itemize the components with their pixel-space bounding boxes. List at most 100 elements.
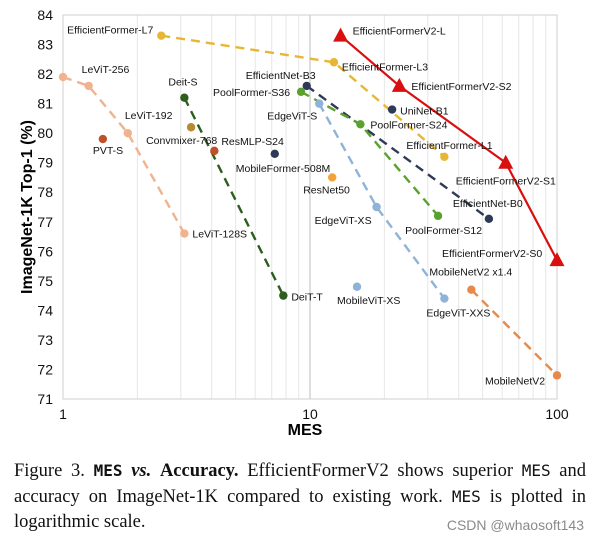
y-tick-label: 80	[37, 125, 53, 141]
watermark: CSDN @whaosoft143	[446, 517, 584, 533]
y-tick-label: 84	[37, 7, 53, 23]
point-label-levit-128s: LeViT-128S	[192, 229, 247, 241]
data-point-convmixer-768	[186, 123, 196, 132]
y-tick-label: 78	[37, 184, 53, 200]
point-label-efficientformer-l1: EfficientFormer-L1	[406, 140, 492, 152]
y-tick-label: 72	[37, 361, 53, 377]
data-point-uninet-b1	[387, 105, 397, 114]
y-tick-label: 74	[37, 302, 53, 318]
point-label-mobilenetv2-x1-4: MobileNetV2 x1.4	[429, 267, 512, 279]
x-tick-label: 1	[59, 406, 67, 422]
data-point-mobileformer-508m	[270, 149, 279, 159]
caption-text-3: is plotted in logarithmic scale.	[14, 487, 587, 532]
caption-text-1: EfficientFormerV2 shows superior	[247, 461, 513, 481]
data-point-deit-s	[180, 93, 189, 102]
data-point-mobilenetv2-x1-4	[467, 285, 476, 294]
data-point-efficientformerv2-s0	[549, 252, 565, 267]
grid-lines	[62, 15, 558, 399]
y-tick-label: 75	[37, 273, 53, 289]
point-labels: EfficientFormer-L7 EfficientFormer-L3 Effi…	[67, 25, 556, 388]
caption-mes-1: MES	[521, 461, 551, 480]
data-point-poolformer-s12	[433, 211, 443, 221]
figure-caption: Figure 3. MES vs. Accuracy. EfficientFor…	[14, 458, 586, 535]
caption-text-2: and accuracy on ImageNet-1K compared to …	[14, 461, 587, 507]
data-point-efficientnet-b0	[484, 214, 494, 224]
data-point-levit-256	[84, 81, 93, 91]
plot-frame	[62, 14, 558, 400]
point-label-convmixer-768: Convmixer-768	[146, 135, 217, 147]
point-label-edgevit-xs: EdgeViT-XS	[315, 215, 372, 227]
point-label-edgevit-s: EdgeViT-S	[267, 111, 317, 123]
data-point-poolformer-s24	[356, 120, 365, 129]
series-line	[183, 97, 285, 297]
point-label-uninet-b1: UniNet-B1	[400, 106, 449, 118]
point-label-efficientformerv2-l: EfficientFormerV2-L	[353, 26, 446, 38]
data-point-edgevit-xxs	[440, 294, 449, 303]
data-point-efficientformer-l1	[440, 152, 449, 161]
data-point-resmlp-s24	[210, 146, 219, 156]
caption-title-vs: vs.	[131, 461, 152, 481]
point-label-efficientformer-l3: EfficientFormer-L3	[342, 61, 428, 73]
point-label-poolformer-s36: PoolFormer-S36	[213, 87, 290, 99]
data-point-poolformer-s36	[296, 87, 306, 97]
y-tick-label: 77	[37, 214, 53, 230]
y-tick-label: 79	[37, 155, 53, 171]
point-label-poolformer-s24: PoolFormer-S24	[370, 119, 447, 131]
point-label-deit-t: DeiT-T	[291, 292, 323, 304]
data-point-efficientformerv2-s1	[498, 154, 514, 169]
data-point-efficientformer-l3	[329, 58, 339, 67]
y-tick-label: 83	[37, 37, 53, 53]
point-label-levit-192: LeViT-192	[125, 110, 173, 122]
point-label-mobileformer-508m: MobileFormer-508M	[236, 163, 331, 175]
data-point-efficientnet-b3	[302, 81, 311, 91]
x-tick-label: 10	[302, 406, 318, 422]
x-axis-label: MES	[288, 422, 323, 439]
series-line	[306, 84, 490, 220]
point-label-pvt-s: PVT-S	[93, 145, 123, 157]
series-line	[161, 34, 446, 158]
data-point-edgevit-s	[315, 99, 324, 108]
data-point-levit-192	[123, 128, 133, 138]
series-line	[470, 288, 558, 377]
y-tick-label: 71	[37, 391, 53, 407]
point-label-efficientnet-b0: EfficientNet-B0	[453, 198, 523, 210]
point-label-efficientformer-l7: EfficientFormer-L7	[67, 25, 153, 37]
data-point-deit-t	[279, 291, 288, 300]
caption-title-mes: MES	[93, 461, 123, 480]
point-label-levit-256: LeViT-256	[82, 64, 130, 76]
caption-mes-2: MES	[451, 487, 481, 506]
point-label-edgevit-xxs: EdgeViT-XXS	[426, 308, 490, 320]
data-point-efficientformerv2-s2	[391, 77, 407, 92]
data-point-levit-128s	[180, 229, 189, 238]
point-label-efficientformerv2-s0: EfficientFormerV2-S0	[442, 248, 542, 260]
series-points	[58, 27, 565, 380]
point-label-deit-s: Deit-S	[168, 77, 197, 89]
y-tick-label: 73	[37, 332, 53, 348]
caption-title-accuracy: Accuracy.	[159, 461, 239, 481]
data-point-efficientformerv2-l	[333, 27, 349, 42]
y-tick-label: 76	[37, 243, 53, 259]
data-point-mobilenetv2	[552, 371, 562, 380]
point-label-resmlp-s24: ResMLP-S24	[221, 136, 284, 148]
figure-label: Figure 3.	[14, 461, 85, 481]
y-tick-label: 82	[37, 66, 53, 82]
point-label-mobilevit-xs: MobileViT-XS	[337, 295, 400, 307]
point-label-efficientformerv2-s1: EfficientFormerV2-S1	[456, 176, 556, 188]
point-label-mobilenetv2: MobileNetV2	[485, 375, 545, 387]
point-label-efficientnet-b3: EfficientNet-B3	[246, 70, 316, 82]
data-point-edgevit-xs	[372, 202, 381, 212]
y-tick-label: 81	[37, 96, 53, 112]
data-point-efficientformer-l7	[157, 31, 166, 40]
data-point	[58, 72, 68, 82]
y-axis-label: ImageNet-1K Top-1 (%)	[19, 120, 36, 294]
data-point-mobilevit-xs	[352, 282, 362, 291]
tick-labels: 71 72 73 74 75 76 77 78 79 80 81 82 83 84 1 10 100	[37, 7, 568, 422]
data-point-pvt-s	[98, 134, 108, 144]
point-label-resnet50: ResNet50	[303, 184, 350, 196]
scatter-chart: EfficientFormer-L7 EfficientFormer-L3 Effi…	[19, 7, 569, 439]
series-line	[339, 34, 558, 261]
data-point-resnet50	[328, 173, 337, 182]
x-tick-label: 100	[545, 406, 569, 422]
point-label-poolformer-s12: PoolFormer-S12	[405, 225, 482, 237]
series-line	[62, 75, 186, 235]
